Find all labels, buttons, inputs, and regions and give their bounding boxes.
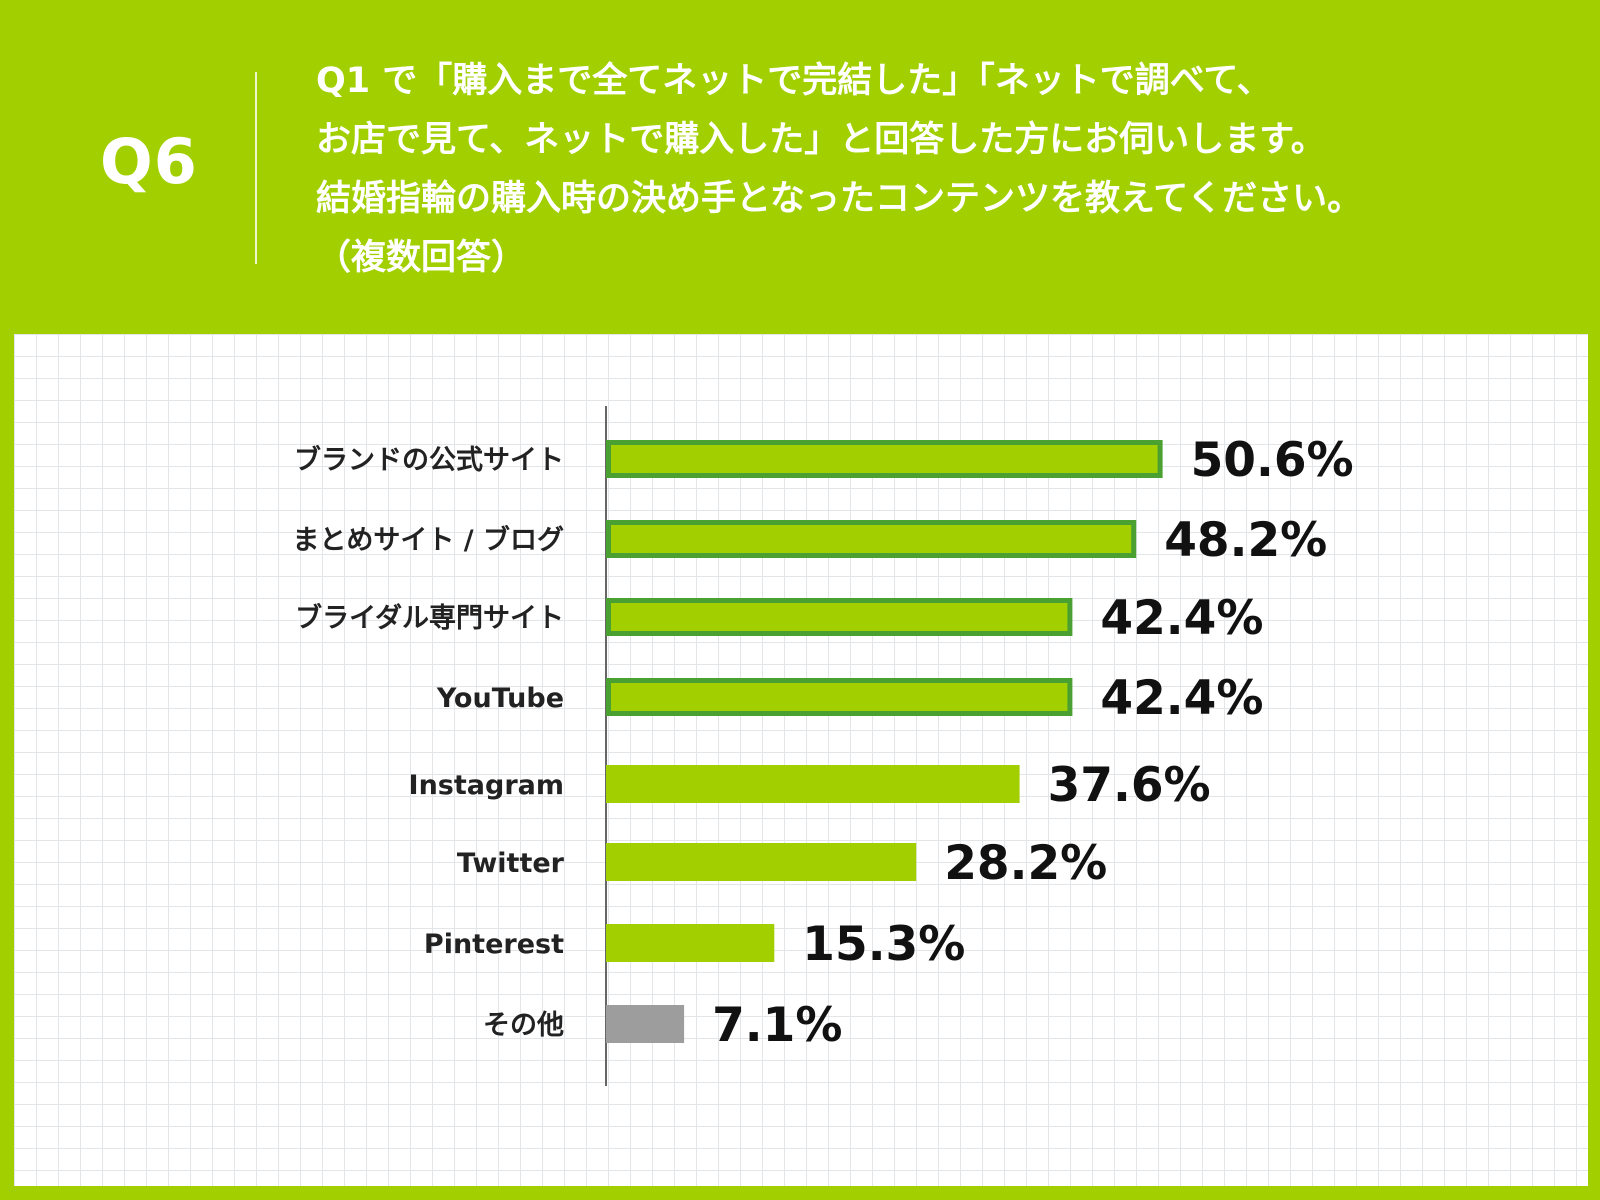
category-label-4: Instagram — [409, 770, 564, 801]
question-line-4: （複数回答） — [316, 238, 527, 278]
category-label-2: ブライダル専門サイト — [295, 602, 564, 634]
category-label-6: Pinterest — [424, 929, 564, 960]
value-label-0: 50.6% — [1191, 433, 1354, 488]
question-number: Q6 — [100, 125, 198, 198]
value-label-7: 7.1% — [712, 998, 842, 1053]
value-label-4: 37.6% — [1048, 758, 1211, 813]
question-line-3: 結婚指輪の購入時の決め手となったコンテンツを教えてください。 — [316, 179, 1363, 219]
value-label-5: 28.2% — [944, 836, 1107, 891]
value-label-1: 48.2% — [1164, 513, 1327, 568]
bar-chart: ブランドの公式サイト 50.6% まとめサイト / ブログ 48.2% ブライダル専門サ… — [292, 406, 1354, 1086]
bar-4 — [606, 765, 1020, 803]
question-header: Q6 Q1 で「購入まで全てネットで完結した」「ネットで調べて、 お店で見て、ネ… — [0, 0, 1600, 330]
bar-2 — [606, 598, 1073, 636]
question-text: Q1 で「購入まで全てネットで完結した」「ネットで調べて、 お店で見て、ネットで… — [316, 52, 1586, 288]
value-label-2: 42.4% — [1100, 591, 1263, 646]
category-label-5: Twitter — [457, 848, 565, 879]
bar-5 — [606, 843, 917, 881]
bar-3 — [606, 678, 1073, 716]
chart-panel: ブランドの公式サイト 50.6% まとめサイト / ブログ 48.2% ブライダル専門サ… — [14, 334, 1588, 1186]
question-line-2: お店で見て、ネットで購入した」と回答した方にお伺いします。 — [316, 120, 1326, 160]
category-label-7: その他 — [483, 1010, 564, 1041]
value-label-3: 42.4% — [1100, 671, 1263, 726]
bar-6 — [606, 924, 775, 962]
category-label-1: まとめサイト / ブログ — [292, 524, 564, 556]
bar-0 — [606, 440, 1163, 478]
value-label-6: 15.3% — [802, 917, 965, 972]
category-label-0: ブランドの公式サイト — [294, 444, 564, 476]
bar-7 — [606, 1005, 685, 1043]
category-label-3: YouTube — [436, 683, 564, 714]
bar-1 — [606, 520, 1137, 558]
header-divider — [255, 72, 257, 264]
question-line-1: Q1 で「購入まで全てネットで完結した」「ネットで調べて、 — [316, 61, 1272, 101]
